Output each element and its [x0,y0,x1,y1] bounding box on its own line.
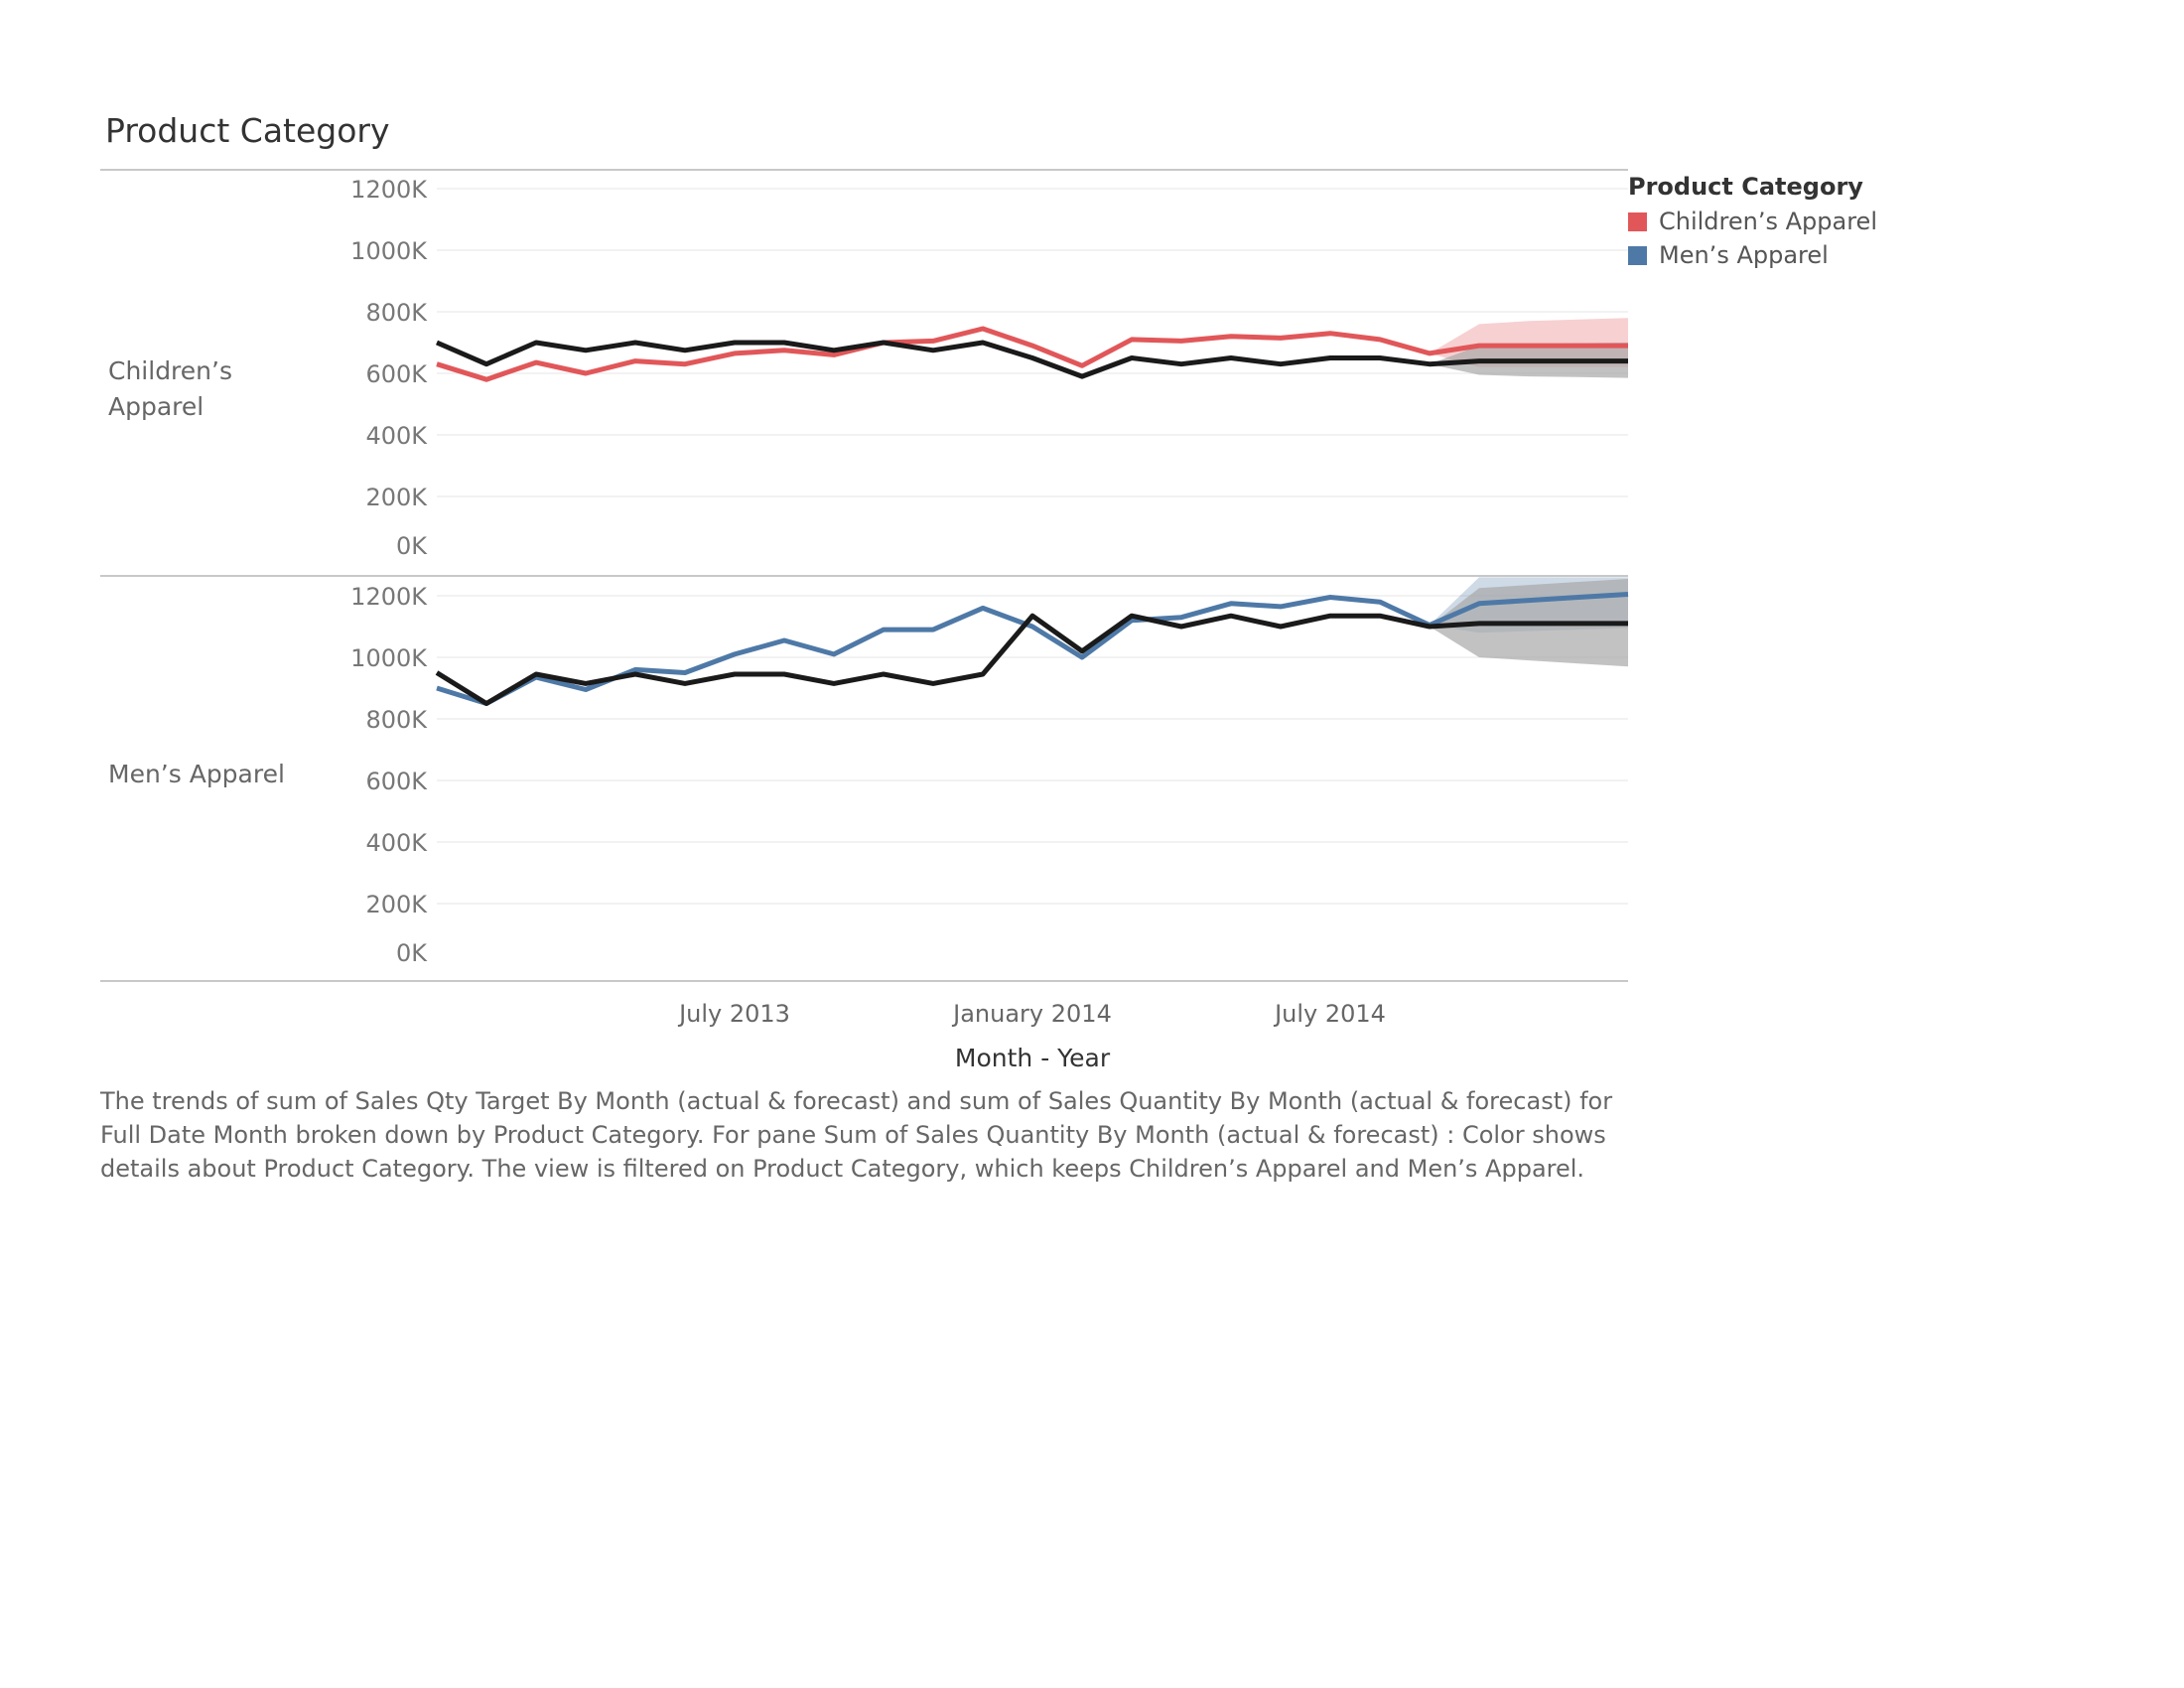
y-tick-label: 1000K [350,644,428,672]
row-label-mens-apparel: Men’s Apparel [108,760,285,788]
chart-plot: 1200K 1000K 800K 600K 400K 200K 0K 1200K 1000K 80… [100,169,1629,1072]
legend-label-mens-apparel: Men’s Apparel [1659,241,1829,269]
x-axis-title: Month - Year [955,1044,1111,1072]
target-series-line [435,613,1628,706]
y-tick-label: 200K [365,891,428,918]
sales-series-line [436,326,1628,382]
legend-swatch-mens-apparel [1628,245,1647,265]
y-tick-label: 800K [365,299,428,327]
y-tick-label: 1200K [350,583,428,611]
chart-title: Product Category [105,111,390,150]
y-tick-label: 0K [396,532,428,560]
y-tick-label: 800K [365,706,428,734]
y-tick-label: 400K [365,422,428,450]
x-tick-label: January 2014 [951,1000,1112,1028]
legend-swatch-childrens-apparel [1628,211,1647,231]
legend: Product Category Children’s Apparel Men’… [1628,173,1877,272]
row-label-childrens-apparel: Children’s Apparel [108,356,232,421]
legend-label-childrens-apparel: Children’s Apparel [1659,208,1877,235]
y-tick-label: 600K [365,768,428,795]
legend-item-mens-apparel[interactable]: Men’s Apparel [1628,238,1877,272]
y-tick-label: 0K [396,939,428,967]
y-tick-label: 600K [365,360,428,388]
y-tick-label: 200K [365,484,428,511]
chart-caption: The trends of sum of Sales Qty Target By… [100,1087,1613,1183]
y-tick-label: 1200K [350,176,428,204]
x-tick-label: July 2014 [1273,1000,1386,1028]
legend-title: Product Category [1628,173,1863,201]
legend-item-childrens-apparel[interactable]: Children’s Apparel [1628,205,1877,238]
x-tick-label: July 2013 [677,1000,790,1028]
y-tick-label: 400K [365,829,428,857]
y-tick-label: 1000K [350,237,428,265]
target-series-line [436,340,1628,379]
